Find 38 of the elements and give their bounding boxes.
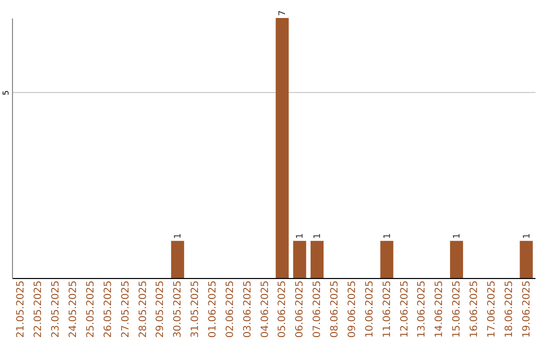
x-tick-label: 22.05.2025 (33, 280, 44, 338)
x-tick-label: 05.06.2025 (277, 280, 288, 338)
x-tick-label: 29.05.2025 (155, 280, 166, 338)
x-tick-label: 25.05.2025 (85, 280, 96, 338)
x-tick-label: 11.06.2025 (382, 280, 393, 338)
x-tick-label: 03.06.2025 (242, 280, 254, 338)
x-tick-label: 14.06.2025 (434, 280, 446, 338)
x-tick-label: 12.06.2025 (399, 280, 410, 338)
x-tick-label: 21.05.2025 (16, 280, 27, 338)
x-tick-label: 19.06.2025 (521, 280, 532, 338)
data-label: 1 (452, 233, 463, 239)
x-tick-label: 04.06.2025 (260, 280, 271, 338)
x-tick-label: 26.05.2025 (102, 280, 114, 338)
x-tick-label: 24.05.2025 (68, 280, 80, 338)
x-tick-label: 02.06.2025 (224, 280, 236, 338)
x-tick-label: 18.06.2025 (504, 280, 515, 338)
x-tick-label: 30.05.2025 (172, 280, 184, 338)
x-tick-label: 27.05.2025 (120, 280, 132, 338)
data-label: 1 (382, 233, 393, 239)
data-label: 1 (296, 233, 306, 239)
data-label: 1 (174, 233, 184, 239)
x-tick-label: 15.06.2025 (452, 280, 463, 338)
data-label: 1 (313, 233, 324, 239)
x-tick-label: 09.06.2025 (346, 280, 358, 338)
y-tick-label: 5 (2, 90, 10, 96)
x-tick-label: 23.05.2025 (50, 280, 62, 338)
x-tick-label: 28.05.2025 (138, 280, 149, 338)
x-tick-label: 06.06.2025 (294, 280, 306, 338)
x-tick-label: 01.06.2025 (207, 280, 218, 338)
x-tick-label: 17.06.2025 (486, 280, 498, 338)
data-label: 1 (522, 233, 532, 239)
x-tick-label: 07.06.2025 (312, 280, 324, 338)
x-tick-label: 16.06.2025 (468, 280, 480, 338)
x-tick-label: 10.06.2025 (364, 280, 376, 338)
data-label: 7 (278, 10, 288, 16)
x-tick-label: 13.06.2025 (416, 280, 428, 338)
x-tick-label: 31.05.2025 (190, 280, 202, 338)
x-tick-label: 08.06.2025 (330, 280, 341, 338)
